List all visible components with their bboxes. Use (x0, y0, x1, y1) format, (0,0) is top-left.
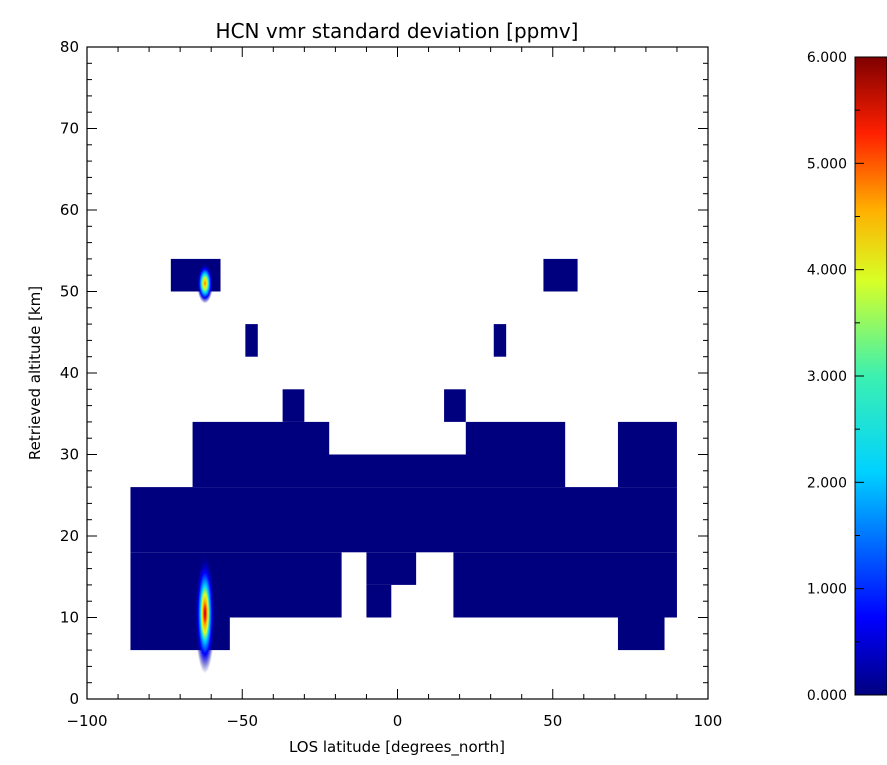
colorbar-tick-label: 2.000 (807, 475, 847, 491)
y-tick-label: 10 (60, 609, 79, 627)
colorbar-axis: 0.000 1.000 2.000 3.000 4.000 5.000 6.000 (807, 50, 864, 704)
data-cell (543, 258, 578, 292)
hotspot-layer (194, 263, 215, 674)
x-tick-label: 50 (543, 712, 562, 730)
y-tick-label: 30 (60, 446, 79, 464)
y-tick-label: 40 (60, 364, 79, 382)
data-cell (493, 324, 507, 357)
x-tick-label: −100 (66, 712, 107, 730)
data-cell (245, 324, 258, 357)
data-cell (617, 617, 665, 651)
data-cell (366, 584, 392, 618)
data-cell (170, 258, 221, 292)
data-cell (192, 421, 330, 455)
y-tick-label: 50 (60, 283, 79, 301)
data-cell (444, 389, 466, 422)
colorbar-tick-label: 0.000 (807, 688, 847, 704)
y-axis-label: Retrieved altitude [km] (26, 286, 44, 460)
y-tick-label: 60 (60, 201, 79, 219)
x-axis-label: LOS latitude [degrees_north] (289, 738, 505, 757)
x-tick-label: −50 (226, 712, 258, 730)
chart-title: HCN vmr standard deviation [ppmv] (216, 19, 579, 43)
data-cell (130, 617, 230, 651)
data-cell (130, 552, 342, 618)
data-cell (617, 454, 677, 488)
colorbar-tick-label: 6.000 (807, 50, 847, 66)
data-cell (366, 552, 417, 585)
hotspot-1 (194, 553, 215, 674)
y-tick-label: 20 (60, 527, 79, 545)
data-cell (282, 389, 305, 422)
colorbar-tick-label: 3.000 (807, 369, 847, 385)
data-cells (130, 258, 677, 651)
x-tick-label: 0 (393, 712, 403, 730)
data-cell (617, 421, 677, 455)
data-cell (465, 421, 566, 455)
x-tick-label: 100 (694, 712, 723, 730)
y-tick-label: 70 (60, 120, 79, 138)
y-tick-label: 0 (69, 690, 79, 708)
colorbar-tick-label: 1.000 (807, 582, 847, 598)
data-cell (192, 454, 566, 488)
x-axis: −100 −50 0 50 100 (66, 47, 722, 730)
hotspot-2 (196, 263, 213, 304)
y-axis: 0 10 20 30 40 50 60 70 80 (60, 38, 708, 708)
y-tick-label: 80 (60, 38, 79, 56)
data-cell (453, 552, 677, 618)
colorbar-tick-label: 4.000 (807, 263, 847, 279)
data-cell (130, 487, 677, 553)
colorbar-tick-label: 5.000 (807, 156, 847, 172)
